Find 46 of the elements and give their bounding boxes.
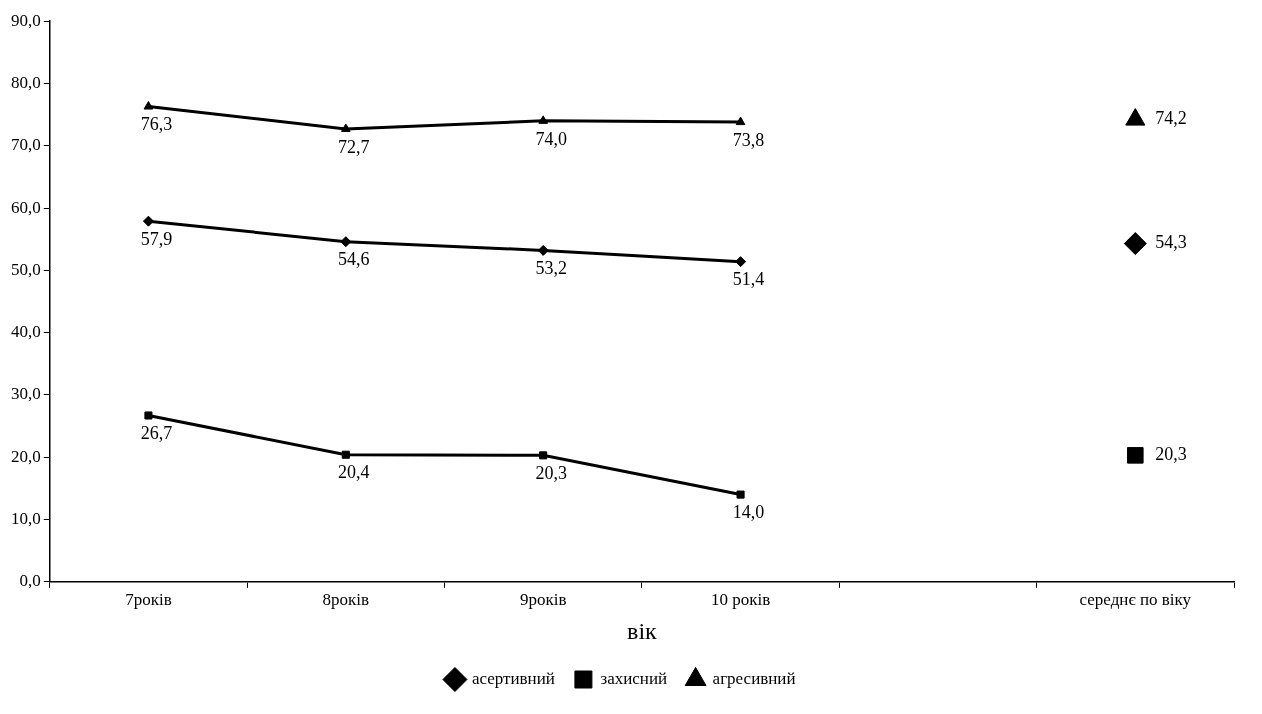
data-label: 54,3 [1155, 232, 1187, 253]
point [539, 451, 548, 460]
y-tick-label: 80,0 [11, 72, 41, 92]
data-label: 26,7 [140, 423, 173, 444]
point [537, 244, 549, 256]
data-label: 20,3 [1155, 444, 1187, 465]
y-tick-label: 60,0 [11, 197, 41, 217]
y-tick-label: 90,0 [11, 10, 41, 30]
y-tick-label: 40,0 [11, 322, 41, 342]
data-label: 14,0 [732, 502, 765, 523]
data-label: 57,9 [140, 228, 173, 249]
legend-label: захисний [600, 668, 668, 688]
point [538, 115, 549, 124]
y-tick-label: 0,0 [19, 571, 41, 591]
y-tick-label: 20,0 [11, 446, 41, 466]
data-label: 74,0 [535, 128, 567, 149]
point [341, 450, 350, 459]
point [735, 116, 746, 126]
x-tick-label: 7років [125, 590, 172, 610]
y-tick-label: 30,0 [11, 384, 41, 404]
data-label: 53,2 [535, 258, 567, 279]
point [735, 256, 747, 268]
point [340, 123, 351, 132]
x-tick-label: 10 років [710, 590, 771, 610]
data-label: 20,4 [338, 462, 370, 483]
y-tick-label: 70,0 [11, 135, 41, 155]
point [736, 490, 745, 499]
legend-label: агресивний [712, 668, 796, 688]
data-label: 20,3 [535, 463, 567, 484]
x-tick-label: 9років [519, 590, 567, 610]
x-axis-title: вік [627, 617, 658, 644]
x-tick-label: 8років [322, 590, 370, 610]
x-tick-label: середнє по віку [1079, 590, 1192, 610]
data-label: 72,7 [338, 136, 370, 157]
point [340, 236, 352, 248]
point [143, 101, 154, 110]
y-tick-label: 50,0 [11, 259, 41, 279]
legend-label: асертивний [471, 668, 555, 688]
point [142, 215, 154, 227]
data-label: 51,4 [732, 269, 765, 290]
point [144, 411, 153, 420]
y-tick-label: 10,0 [11, 508, 41, 528]
data-label: 54,6 [338, 249, 370, 270]
data-label: 76,3 [140, 114, 173, 135]
data-label: 73,8 [732, 129, 765, 150]
data-label: 74,2 [1155, 108, 1187, 129]
